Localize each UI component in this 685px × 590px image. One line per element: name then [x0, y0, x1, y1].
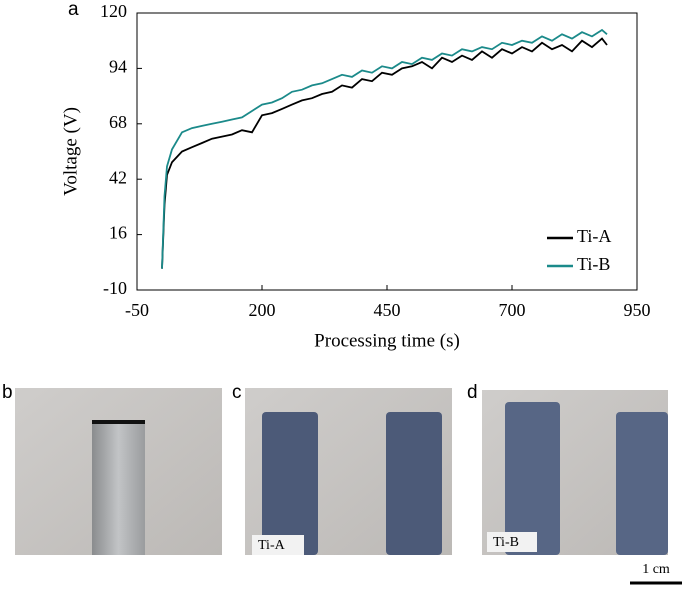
scale-bar-label: 1 cm	[642, 562, 670, 577]
photo-caption: Ti-A	[258, 538, 286, 553]
y-tick-label: 94	[109, 57, 127, 77]
panel-label: b	[2, 382, 13, 403]
panel-label: d	[467, 382, 478, 403]
x-tick-label: 700	[499, 300, 526, 320]
x-tick-label: 200	[249, 300, 276, 320]
panel-label: c	[232, 382, 242, 403]
legend-label: Ti-A	[577, 226, 611, 246]
series-line	[161, 37, 608, 269]
y-tick-label: 68	[109, 112, 127, 132]
x-axis-label: Processing time (s)	[314, 330, 460, 351]
photo-d	[482, 390, 668, 555]
panel-label: a	[68, 0, 79, 20]
photo-caption: Ti-B	[493, 535, 519, 550]
x-tick-label: 450	[374, 300, 401, 320]
y-tick-label: 120	[100, 1, 127, 21]
photo-b	[15, 388, 222, 555]
y-tick-label: 42	[109, 167, 127, 187]
y-tick-label: 16	[109, 223, 127, 243]
y-tick-label: -10	[103, 278, 127, 298]
x-tick-label: -50	[125, 300, 149, 320]
photo-c	[245, 388, 452, 555]
legend-label: Ti-B	[577, 254, 610, 274]
y-axis-label: Voltage (V)	[60, 107, 81, 196]
series-line	[161, 28, 608, 269]
x-tick-label: 950	[624, 300, 651, 320]
plot-frame	[136, 12, 638, 291]
